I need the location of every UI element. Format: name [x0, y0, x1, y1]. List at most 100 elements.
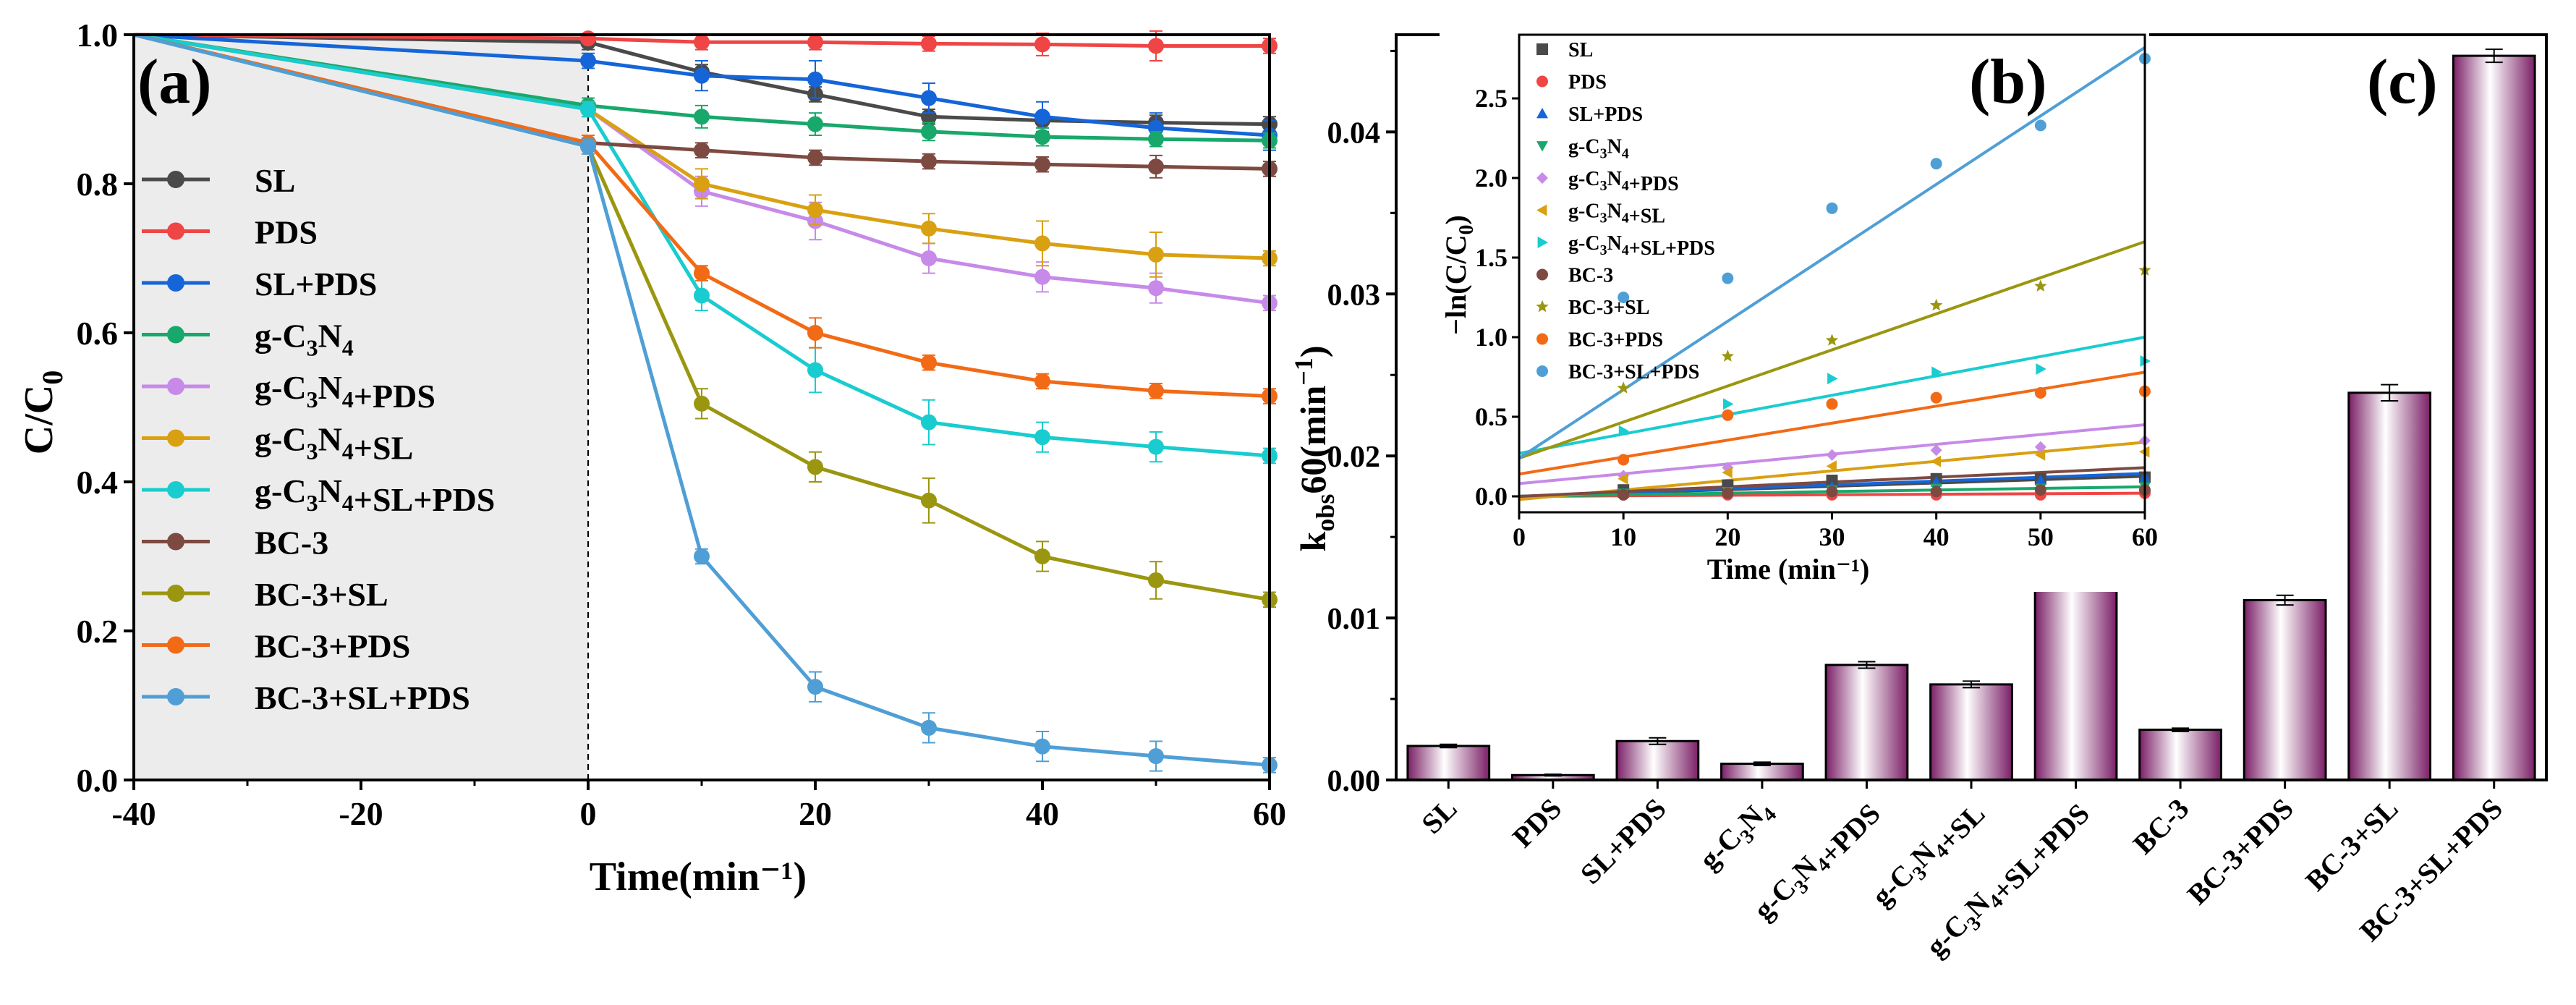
a-y-tick-label: 0.8 — [77, 166, 119, 203]
panel-label-b: (b) — [1969, 47, 2047, 117]
b-point-g-c3n4-plus-sl-plus-pds — [1931, 366, 1942, 378]
a-legend-swatch-marker — [167, 688, 184, 705]
b-point-g-c3n4-plus-sl-plus-pds — [1722, 398, 1734, 410]
a-x-axis-label: Time(min⁻¹) — [590, 855, 807, 899]
b-point-bc-3 — [1618, 488, 1630, 501]
a-legend-label: BC-3+PDS — [255, 628, 410, 665]
b-legend-label: g-C3N4 — [1568, 136, 1629, 162]
a-legend-item-bc-3-plus-pds: BC-3+PDS — [142, 628, 410, 665]
b-legend-marker — [1536, 75, 1548, 88]
b-legend-label: BC-3+PDS — [1568, 329, 1663, 352]
a-legend-swatch-marker — [167, 429, 184, 447]
b-legend-label: BC-3 — [1568, 265, 1613, 287]
b-points-layer — [1617, 53, 2151, 501]
a-legend-label: BC-3 — [255, 525, 328, 561]
a-point-g-c3n4-plus-pds — [1034, 268, 1050, 285]
a-legend-label: BC-3+SL — [255, 576, 388, 613]
a-legend-swatch-marker — [167, 222, 184, 240]
b-point-g-c3n4-plus-pds — [2034, 441, 2046, 453]
b-point-bc-3-plus-sl-plus-pds — [1826, 202, 1838, 214]
a-point-g-c3n4 — [921, 123, 937, 140]
a-point-sl-plus-pds — [580, 53, 596, 69]
a-point-g-c3n4-plus-sl — [1034, 235, 1050, 252]
a-line-g-c3n4-plus-sl-plus-pds — [133, 33, 1270, 458]
b-legend-label: SL — [1568, 39, 1593, 62]
panel-a-line-chart: -40 -20 0 20 40 60 0.0 0.2 0.4 0.6 0.8 1.0 SL PDS SL+… — [17, 17, 1286, 899]
b-point-bc-3-plus-pds — [1930, 391, 1942, 404]
b-legend-item-bc-3-plus-pds: BC-3+PDS — [1536, 329, 1663, 352]
a-x-tick-label: -40 — [111, 795, 156, 832]
b-legend-marker — [1536, 204, 1547, 216]
b-point-bc-3-plus-sl — [1825, 334, 1839, 346]
a-legend-item-g-c3n4: g-C3N4 — [142, 318, 354, 361]
a-point-g-c3n4 — [1148, 131, 1164, 148]
b-point-bc-3-plus-sl — [1617, 381, 1630, 394]
b-legend-item-g-c3n4-plus-sl: g-C3N4+SL — [1536, 200, 1665, 228]
a-point-sl-plus-pds — [1034, 109, 1050, 125]
a-legend-swatch-marker — [167, 171, 184, 188]
b-legend-item-g-c3n4: g-C3N4 — [1536, 136, 1629, 162]
a-x-tick-label: -20 — [339, 795, 383, 832]
a-point-g-c3n4-plus-pds — [1148, 280, 1164, 297]
a-line-bc-3-plus-sl — [133, 33, 1270, 602]
b-legend-item-sl: SL — [1536, 39, 1593, 62]
c-category-label-sl: SL — [1415, 792, 1463, 840]
b-point-sl-plus-pds — [2034, 475, 2046, 485]
a-line-g-c3n4 — [133, 33, 1270, 143]
a-point-bc-3 — [921, 153, 937, 170]
b-point-g-c3n4-plus-pds — [1930, 444, 1942, 457]
a-y-axis-label: C/C0 — [17, 370, 69, 454]
a-point-g-c3n4-plus-pds — [921, 250, 937, 266]
a-legend-swatch-marker — [167, 274, 184, 292]
c-bar-sl-plus-pds — [1615, 739, 1700, 781]
b-legend-label: BC-3+SL+PDS — [1568, 361, 1699, 383]
a-point-g-c3n4-plus-sl-plus-pds — [694, 287, 710, 304]
b-point-bc-3-plus-sl — [1721, 349, 1735, 362]
b-point-bc-3-plus-pds — [1618, 454, 1630, 466]
b-legend-label: SL+PDS — [1568, 103, 1643, 126]
a-legend-item-g-c3n4-plus-sl: g-C3N4+SL — [142, 421, 413, 467]
a-point-g-c3n4 — [694, 109, 710, 125]
c-category-label-pds: PDS — [1506, 792, 1568, 854]
c-bar-bc-3-plus-sl-plus-pds — [2452, 54, 2536, 781]
a-point-pds — [580, 30, 596, 47]
a-point-sl-plus-pds — [807, 71, 823, 88]
a-legend-item-g-c3n4-plus-pds: g-C3N4+PDS — [142, 369, 435, 415]
c-bar-sl — [1406, 745, 1491, 781]
a-y-tick-label: 0.2 — [77, 613, 119, 650]
a-series-sl-plus-pds — [133, 33, 1278, 151]
dark-adsorption-region — [134, 35, 588, 780]
a-series-g-c3n4-plus-sl-plus-pds — [133, 33, 1278, 465]
a-point-pds — [921, 35, 937, 52]
b-legend-item-sl-plus-pds: SL+PDS — [1536, 103, 1643, 126]
b-x-tick-label: 20 — [1714, 522, 1740, 551]
a-point-bc-3-plus-sl — [1034, 548, 1050, 564]
b-point-g-c3n4-plus-sl-plus-pds — [2036, 363, 2046, 375]
a-point-pds — [1034, 36, 1050, 53]
b-point-bc-3-plus-sl-plus-pds — [1722, 272, 1734, 284]
a-legend-swatch-marker — [167, 533, 184, 551]
b-point-bc-3 — [1722, 487, 1734, 499]
b-point-g-c3n4-plus-sl — [1930, 455, 1942, 467]
c-bar-g-c3n4-plus-pds — [1824, 663, 1909, 781]
a-y-tick-label: 0.4 — [77, 464, 119, 501]
c-category-label-g-c3n4: g-C3N4 — [1693, 792, 1781, 881]
a-legend-item-sl: SL — [142, 162, 295, 199]
a-point-bc-3-plus-pds — [1034, 373, 1050, 389]
a-legend-label: g-C3N4+PDS — [255, 369, 435, 415]
a-point-g-c3n4 — [807, 116, 823, 132]
a-legend-item-sl-plus-pds: SL+PDS — [142, 266, 377, 302]
a-point-g-c3n4-plus-sl-plus-pds — [807, 362, 823, 378]
b-legend-marker — [1537, 237, 1548, 248]
a-point-g-c3n4-plus-sl — [694, 176, 710, 192]
c-y-axis-label: kobs60(min−1) — [1289, 345, 1340, 551]
b-point-g-c3n4-plus-pds — [1826, 449, 1838, 461]
panel-b-inset-scatter: 0 10 20 30 40 50 60 0.0 0.5 1.0 1.5 2.0 2.5 SL PDS SL+… — [1440, 32, 2158, 592]
b-point-bc-3 — [2034, 484, 2046, 496]
b-point-g-c3n4-plus-sl — [1722, 467, 1733, 478]
b-legend-item-g-c3n4-plus-pds: g-C3N4+PDS — [1536, 168, 1679, 195]
a-line-g-c3n4-plus-sl — [133, 33, 1270, 260]
b-legend-item-bc-3-plus-sl: BC-3+SL — [1536, 297, 1649, 319]
a-point-bc-3 — [1148, 158, 1164, 175]
panel-label-c: (c) — [2367, 47, 2438, 117]
